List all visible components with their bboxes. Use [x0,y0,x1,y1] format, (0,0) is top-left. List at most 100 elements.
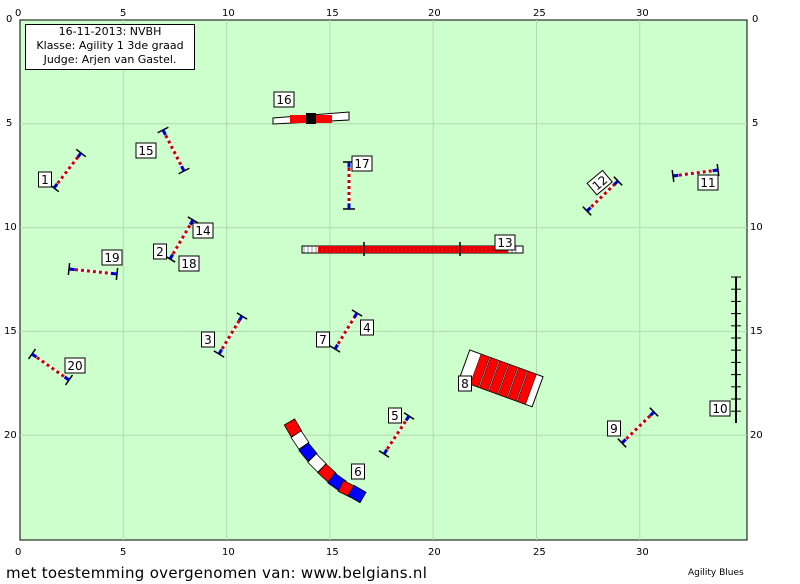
obstacle-label-9: 9 [607,420,621,437]
event-date-club: 16-11-2013: NVBH [58,25,162,38]
jump-bar-stripes [52,152,83,189]
label-box [64,357,86,374]
jump-bar-stripes [31,352,70,382]
obstacle-label-6: 6 [351,463,365,480]
brand-name: Agility Blues [688,568,744,578]
label-box [697,174,719,191]
label-box [135,142,157,159]
label-box [273,91,295,108]
top-tick-10: 10 [222,8,235,19]
label-box [709,400,731,417]
bottom-tick-30: 30 [636,547,649,558]
jump-end-blue [237,315,244,322]
jump-end-blue [76,152,83,159]
obstacle-label-5: 5 [388,407,402,424]
jump-end-blue [52,182,59,189]
label-box [201,331,215,348]
tunnel-segment [469,353,490,388]
jump-end-blue [382,448,389,455]
bottom-tick-5: 5 [120,547,126,558]
obstacle-label-19: 19 [101,249,123,266]
right-tick-20: 20 [750,430,763,441]
jump-end-blue [649,410,656,417]
label-box [316,331,330,348]
left-tick-5: 5 [6,118,12,129]
bottom-tick-10: 10 [222,547,235,558]
left-tick-10: 10 [4,222,17,233]
top-tick-20: 20 [428,8,441,19]
label-box [360,319,374,336]
label-number: 10 [712,402,727,416]
obstacle-label-16: 16 [273,91,295,108]
jump-end-blue [31,352,38,359]
jump-end-blue [68,267,75,272]
obstacle-label-11: 11 [697,174,719,191]
jump-end-blue [712,168,719,173]
dogwalk-contact [318,246,508,253]
label-number: 3 [204,333,212,347]
label-box [351,155,373,172]
right-tick-0: 0 [752,14,758,25]
obstacle-label-18: 18 [178,255,200,272]
label-number: 9 [610,422,618,436]
jump-end-blue [404,415,411,422]
top-tick-30: 30 [636,8,649,19]
tunnel-8 [458,349,544,408]
tunnel-segment [479,357,500,391]
jump-bar-stripes [620,410,656,445]
top-tick-15: 15 [326,8,339,19]
left-tick-15: 15 [4,326,17,337]
top-tick-0: 0 [15,8,21,19]
event-info-box: 16-11-2013: NVBH Klasse: Agility 1 3de g… [25,24,195,70]
obstacle-label-10: 10 [709,400,731,417]
label-number: 18 [181,257,196,271]
weave-10 [731,276,741,423]
label-number: 7 [319,333,327,347]
jump-end-blue [672,173,679,178]
label-number: 15 [138,144,153,158]
credit-line: met toestemming overgenomen van: www.bel… [6,564,428,582]
jump-end-blue [613,179,620,186]
obstacle-label-15: 15 [135,142,157,159]
jump-end-blue [585,206,592,213]
label-box [586,169,613,196]
obstacle-label-4: 4 [360,319,374,336]
jump-end-blue [168,253,175,260]
obstacle-label-3: 3 [201,331,215,348]
jump-1 [48,148,87,193]
jump-3 [213,312,248,358]
label-box [494,234,516,251]
grid-lines [20,20,747,540]
tunnel-segment [516,370,537,405]
jump-bar-stripes [168,219,195,260]
obstacle-label-17: 17 [351,155,373,172]
label-number: 17 [354,157,369,171]
event-judge: Judge: Arjen van Gastel. [43,53,177,66]
jump-bar-stripes [333,312,359,350]
jump-end-blue [217,348,224,355]
event-class: Klasse: Agility 1 3de graad [36,39,184,52]
label-number: 8 [461,377,469,391]
bottom-tick-20: 20 [428,547,441,558]
jump-end-blue [333,343,339,350]
label-number: 1 [41,173,49,187]
obstacle-label-14: 14 [192,222,214,239]
label-box [351,463,365,480]
obstacle-label-8: 8 [458,375,472,392]
seesaw-16 [272,111,350,125]
label-box [388,407,402,424]
jump-9 [617,407,659,448]
bottom-tick-0: 0 [15,547,21,558]
obstacle-label-12: 12 [586,169,613,196]
right-tick-5: 5 [752,118,758,129]
bottom-tick-25: 25 [533,547,546,558]
label-number: 16 [276,93,291,107]
tunnel-segment [497,364,519,398]
jump-bar-stripes [585,179,620,213]
right-tick-15: 15 [750,326,763,337]
arena-field [19,19,748,541]
label-box [101,249,123,266]
top-tick-5: 5 [120,8,126,19]
